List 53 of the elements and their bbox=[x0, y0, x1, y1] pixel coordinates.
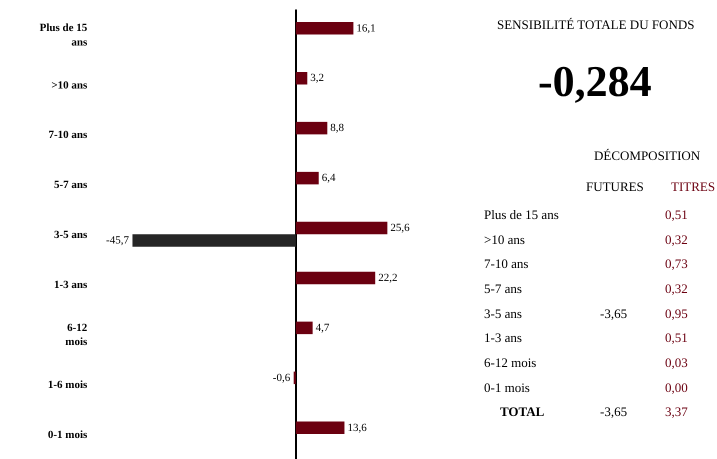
bar bbox=[132, 234, 296, 247]
bar bbox=[296, 122, 328, 134]
category-label: TOTAL bbox=[500, 404, 545, 419]
bar bbox=[296, 422, 344, 434]
data-label: 0,51 bbox=[665, 207, 688, 222]
category-label: 0-1 mois bbox=[484, 380, 530, 395]
data-label: 16,1 bbox=[356, 22, 376, 34]
data-label: 4,7 bbox=[316, 322, 330, 334]
data-label: 13,6 bbox=[347, 422, 368, 434]
data-label: 0,00 bbox=[665, 380, 688, 395]
bar bbox=[296, 272, 376, 284]
y-tick-label: 1-3 ans bbox=[54, 279, 88, 292]
data-label: 3,37 bbox=[665, 404, 688, 419]
data-label: 0,51 bbox=[665, 330, 688, 345]
y-tick-label: 6-12 mois bbox=[65, 322, 88, 348]
bar bbox=[296, 172, 319, 184]
data-label: 22,2 bbox=[378, 272, 398, 284]
bar bbox=[296, 322, 313, 334]
category-label: Plus de 15 ans bbox=[484, 207, 559, 222]
category-label: 6-12 mois bbox=[484, 355, 536, 370]
y-tick-label: Plus de 15 ans bbox=[40, 22, 88, 49]
data-label: -3,65 bbox=[600, 306, 628, 321]
data-label: 0,32 bbox=[665, 232, 688, 247]
bar bbox=[296, 222, 388, 234]
category-label: 5-7 ans bbox=[484, 281, 522, 296]
text: SENSIBILITÉ TOTALE DU FONDS bbox=[497, 17, 694, 32]
category-label: 3-5 ans bbox=[484, 306, 522, 321]
data-label: -45,7 bbox=[106, 234, 130, 247]
data-label: 6,4 bbox=[322, 172, 336, 184]
y-tick-label: 1-6 mois bbox=[48, 378, 88, 391]
text: -0,284 bbox=[538, 57, 652, 106]
data-label: -3,65 bbox=[600, 404, 628, 419]
legend-label: TITRES bbox=[671, 179, 716, 194]
category-label: 1-3 ans bbox=[484, 330, 522, 345]
data-label: 0,32 bbox=[665, 281, 688, 296]
y-tick-label: >10 ans bbox=[51, 79, 88, 92]
category-label: >10 ans bbox=[484, 232, 525, 247]
bar bbox=[296, 72, 308, 84]
data-label: 0,03 bbox=[665, 355, 688, 370]
data-label: -0,6 bbox=[272, 372, 291, 384]
y-tick-label: 5-7 ans bbox=[54, 179, 88, 192]
data-label: 8,8 bbox=[330, 122, 345, 134]
y-tick-label: 3-5 ans bbox=[54, 229, 88, 242]
data-label: 25,6 bbox=[390, 222, 410, 234]
bar bbox=[296, 22, 354, 35]
data-label: 0,73 bbox=[665, 256, 688, 271]
category-label: 7-10 ans bbox=[484, 256, 528, 271]
legend-label: FUTURES bbox=[586, 179, 644, 194]
y-tick-label: 0-1 mois bbox=[48, 428, 88, 441]
data-label: 3,2 bbox=[310, 72, 324, 84]
data-label: 0,95 bbox=[665, 306, 688, 321]
y-tick-label: 7-10 ans bbox=[48, 129, 88, 142]
text: DÉCOMPOSITION bbox=[594, 148, 701, 163]
